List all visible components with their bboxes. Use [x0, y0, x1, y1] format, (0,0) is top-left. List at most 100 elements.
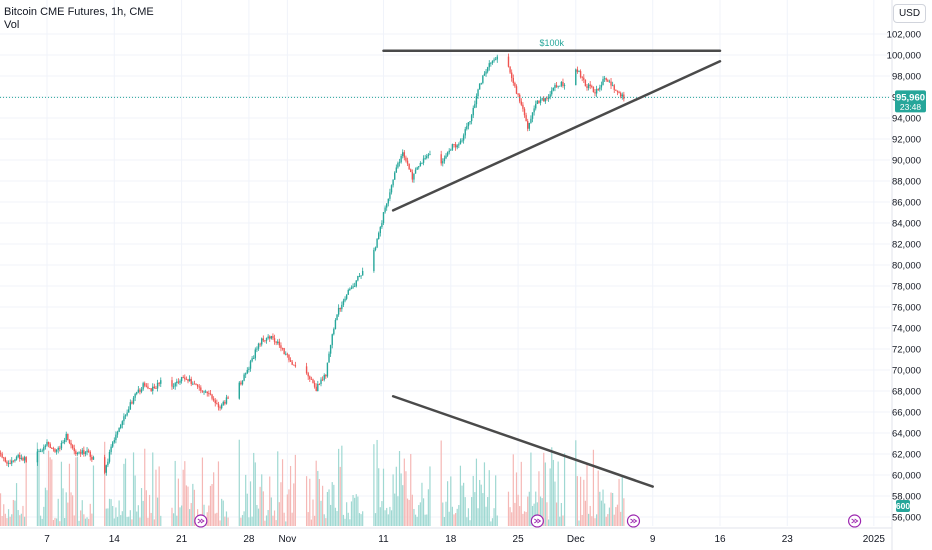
price-tick-label: 102,000: [887, 30, 921, 41]
volume-bar: [44, 487, 46, 526]
price-tick-label: 88,000: [892, 177, 921, 188]
candle-body: [285, 353, 287, 355]
rising-support-trendline[interactable]: [391, 60, 722, 212]
volume-bar: [544, 462, 546, 526]
candle-body: [219, 407, 221, 409]
event-arrow-icon: [534, 518, 542, 524]
volume-bar: [307, 512, 309, 526]
volume-bar: [140, 488, 143, 526]
candle-body: [522, 104, 524, 109]
candle-body: [619, 93, 622, 97]
volume-bar: [352, 494, 354, 526]
candle-body: [264, 340, 266, 342]
candle-body: [160, 380, 162, 384]
volume-bar: [362, 511, 364, 526]
price-tick-label: 70,000: [892, 366, 921, 377]
candle-body: [413, 173, 415, 180]
volume-tag: [896, 500, 910, 512]
candle-body: [144, 383, 146, 386]
volume-bar: [527, 496, 529, 526]
volume-bar: [429, 466, 431, 526]
volume-bar: [110, 499, 112, 526]
candle-body: [543, 98, 545, 102]
candle-body: [381, 223, 383, 228]
volume-bar: [72, 495, 74, 526]
volume-bar: [618, 479, 620, 526]
candle-body: [355, 280, 357, 287]
candle-body: [456, 145, 458, 148]
volume-bar: [381, 501, 383, 526]
candle-body: [269, 336, 271, 339]
volume-bar: [86, 517, 88, 526]
candle-body: [71, 445, 74, 449]
candle-body: [91, 456, 93, 460]
candle-body: [454, 144, 457, 148]
candle-body: [594, 92, 596, 94]
volume-bar: [575, 440, 577, 526]
price-axis[interactable]: 56,000 58,000 60,000 62,000 64,000 66,000 68,0…: [887, 0, 921, 550]
candle-body: [283, 348, 285, 354]
candle-body: [576, 69, 579, 72]
candle-body: [584, 79, 587, 87]
volume-bar: [475, 458, 478, 526]
volume-bar: [88, 518, 90, 526]
volume-bar: [216, 512, 218, 526]
candle-body: [490, 63, 492, 64]
candle-body: [134, 393, 136, 398]
volume-bars: [0, 439, 625, 526]
candle-body: [209, 393, 212, 395]
time-axis[interactable]: 7 14 21 28 Nov 11 18 25 Dec 9 16 23 2025: [0, 527, 892, 545]
candle-body: [344, 298, 346, 301]
candle-body: [131, 402, 133, 404]
volume-legend-label[interactable]: Vol: [4, 19, 20, 31]
candle-body: [113, 440, 115, 443]
candle-body: [467, 122, 470, 127]
event-markers[interactable]: [194, 514, 862, 528]
volume-bar: [257, 508, 260, 526]
volume-bar: [450, 476, 452, 526]
drawing-layer[interactable]: $100k: [382, 38, 722, 488]
candle-body: [387, 198, 390, 204]
candle-body: [458, 144, 460, 146]
volume-bar: [405, 471, 407, 526]
volume-bar: [59, 521, 61, 526]
symbol-legend-title[interactable]: Bitcoin CME Futures, 1h, CME: [4, 6, 154, 18]
volume-bar: [4, 513, 6, 526]
price-tick-label: 80,000: [892, 261, 921, 272]
volume-bar: [539, 496, 542, 526]
currency-button[interactable]: USD: [893, 4, 926, 23]
candle-body: [334, 320, 337, 329]
candle-body: [616, 90, 619, 92]
volume-bar: [144, 448, 146, 526]
volume-bar: [89, 503, 91, 526]
volume-bar: [46, 490, 48, 526]
volume-bar: [536, 502, 538, 526]
candle-body: [177, 381, 180, 383]
candle-body: [46, 441, 48, 446]
candle-body: [217, 403, 220, 408]
volume-bar: [36, 442, 38, 526]
volume-bar: [20, 513, 22, 526]
volume-bar: [416, 516, 418, 526]
price-tick-label: 84,000: [892, 219, 921, 230]
volume-bar: [253, 452, 255, 526]
candle-body: [448, 150, 450, 153]
volume-bar: [466, 517, 468, 526]
volume-bar: [137, 505, 139, 526]
volume-bar: [477, 508, 479, 526]
volume-bar: [291, 512, 293, 526]
volume-bar: [139, 517, 141, 526]
falling-volume-trend-trendline[interactable]: [391, 395, 654, 488]
candle-body: [360, 275, 362, 277]
candle-body: [581, 77, 583, 78]
volume-bar: [623, 498, 625, 526]
time-tick-label: 14: [109, 534, 121, 545]
volume-bar: [589, 505, 591, 526]
volume-bar: [81, 500, 83, 526]
price-tick-label: 78,000: [892, 282, 921, 293]
volume-bar: [241, 515, 244, 526]
volume-bar: [57, 498, 59, 526]
volume-bar: [621, 476, 623, 526]
volume-bar: [426, 514, 428, 526]
